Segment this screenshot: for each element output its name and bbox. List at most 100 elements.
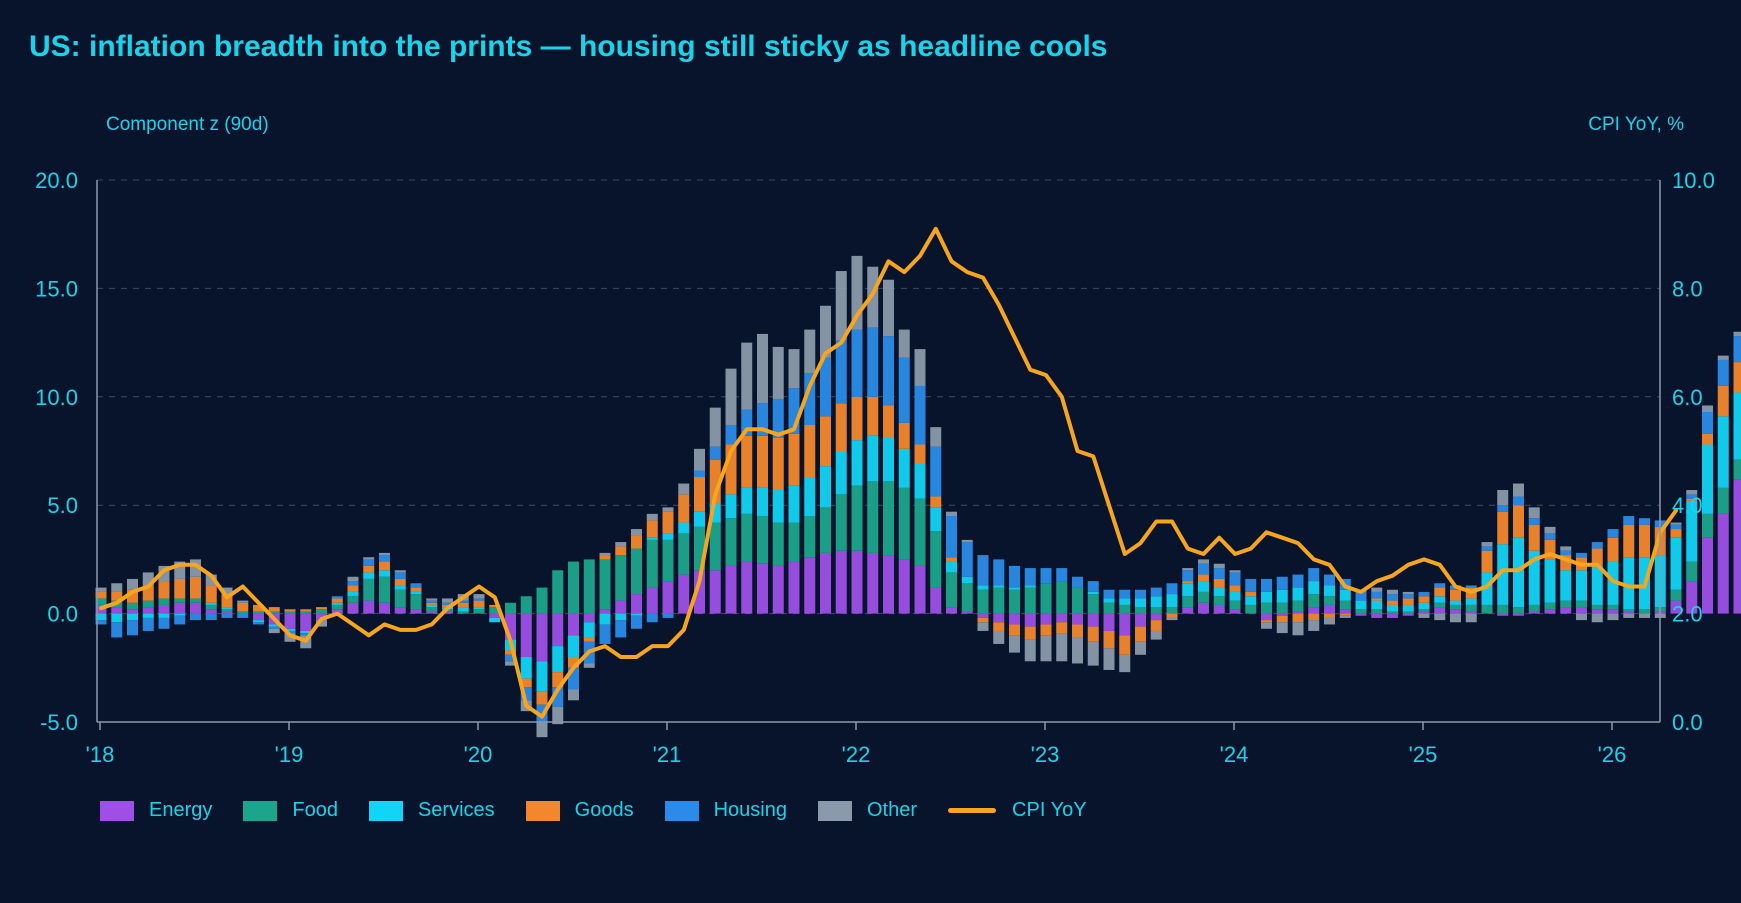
bar-segment-services bbox=[898, 448, 910, 488]
bar-segment-goods bbox=[1418, 596, 1430, 603]
bar-segment-other bbox=[1528, 507, 1540, 519]
bar-segment-energy bbox=[788, 561, 800, 614]
bar-segment-housing bbox=[205, 613, 217, 621]
bar-segment-food bbox=[1702, 513, 1713, 538]
bar-segment-housing bbox=[1387, 594, 1398, 601]
bar-segment-other bbox=[993, 630, 1005, 644]
bar-segment-goods bbox=[379, 561, 390, 571]
bar-segment-services bbox=[1623, 557, 1635, 610]
bar-segment-other bbox=[394, 570, 406, 573]
bar-segment-housing bbox=[1245, 578, 1257, 592]
bar-segment-food bbox=[1229, 600, 1241, 610]
bar-segment-services bbox=[1213, 587, 1225, 597]
bar-segment-energy bbox=[1056, 613, 1068, 623]
bar-segment-food bbox=[1056, 581, 1068, 614]
bar-segment-other bbox=[961, 539, 973, 543]
bar-segment-other bbox=[158, 565, 170, 582]
bar-segment-food bbox=[316, 609, 327, 614]
bar-segment-services bbox=[410, 591, 422, 595]
bar-segment-energy bbox=[394, 607, 406, 614]
bar-segment-other bbox=[473, 594, 485, 599]
bar-segment-goods bbox=[568, 656, 579, 668]
bar-segment-goods bbox=[867, 396, 879, 436]
bar-segment-services bbox=[1009, 587, 1020, 590]
bar-segment-goods bbox=[898, 422, 910, 449]
bar-segment-food bbox=[410, 594, 422, 610]
bar-segment-services bbox=[268, 624, 280, 627]
bar-segment-energy bbox=[631, 594, 642, 614]
bar-segment-services bbox=[1182, 583, 1194, 597]
bar-segment-housing bbox=[237, 613, 249, 618]
bar-segment-food bbox=[142, 600, 154, 608]
bar-segment-services bbox=[914, 464, 926, 499]
bar-segment-services bbox=[127, 613, 138, 621]
bar-segment-food bbox=[347, 596, 359, 603]
bar-segment-housing bbox=[568, 667, 579, 690]
bar-segment-housing bbox=[426, 600, 438, 603]
bar-segment-energy bbox=[851, 550, 863, 614]
bar-segment-goods bbox=[946, 557, 957, 562]
bar-segment-goods bbox=[1166, 613, 1178, 618]
bar-segment-goods bbox=[127, 589, 138, 603]
bar-segment-energy bbox=[410, 609, 422, 614]
bar-segment-energy bbox=[1576, 607, 1587, 614]
bar-segment-other bbox=[1056, 633, 1068, 662]
bar-segment-services bbox=[662, 533, 674, 540]
bar-segment-services bbox=[1513, 537, 1524, 608]
bar-segment-housing bbox=[1623, 516, 1635, 525]
bar-segment-services bbox=[1119, 598, 1131, 605]
bar-segment-other bbox=[568, 689, 579, 701]
bar-segment-goods bbox=[1040, 624, 1052, 636]
bar-segment-other bbox=[583, 663, 595, 668]
bar-segment-energy bbox=[1702, 537, 1713, 614]
bar-segment-food bbox=[1166, 607, 1178, 614]
bar-segment-goods bbox=[237, 602, 249, 612]
bar-segment-goods bbox=[284, 609, 296, 612]
bar-segment-goods bbox=[473, 600, 485, 608]
bar-segment-housing bbox=[961, 542, 973, 577]
bar-segment-goods bbox=[1733, 362, 1741, 393]
bar-segment-goods bbox=[1308, 613, 1320, 621]
legend-swatch-food bbox=[243, 800, 278, 821]
bar-segment-energy bbox=[1150, 613, 1162, 621]
legend-swatch-cpi-yoy bbox=[948, 808, 997, 813]
left-axis-label: Component z (90d) bbox=[106, 114, 269, 135]
bar-segment-housing bbox=[1166, 583, 1178, 595]
bar-segment-other bbox=[1182, 568, 1194, 571]
bar-segment-energy bbox=[977, 613, 989, 618]
bar-segment-goods bbox=[1481, 550, 1493, 573]
bar-segment-food bbox=[489, 607, 501, 614]
bar-segment-housing bbox=[1324, 574, 1335, 586]
bar-segment-goods bbox=[347, 585, 359, 592]
bar-segment-housing bbox=[394, 572, 406, 579]
bar-segment-services bbox=[1497, 544, 1509, 605]
bar-segment-energy bbox=[505, 613, 516, 640]
bar-segment-other bbox=[1276, 622, 1288, 634]
bar-segment-services bbox=[788, 485, 800, 523]
bar-segment-housing bbox=[1465, 585, 1477, 588]
bar-segment-energy bbox=[1591, 609, 1603, 614]
bar-segment-services bbox=[1686, 500, 1698, 562]
bar-segment-goods bbox=[1024, 626, 1036, 640]
bar-segment-energy bbox=[1009, 613, 1020, 625]
bar-segment-energy bbox=[914, 565, 926, 614]
bar-segment-housing bbox=[253, 622, 264, 625]
gridlines bbox=[97, 179, 1660, 723]
bar-segment-other bbox=[835, 271, 847, 341]
bar-segment-energy bbox=[1623, 611, 1635, 614]
y-tick-label: 10.0 bbox=[35, 385, 78, 410]
bar-segment-housing bbox=[1229, 572, 1241, 586]
bar-segment-goods bbox=[1213, 578, 1225, 588]
y-tick-label: 0.0 bbox=[47, 602, 78, 627]
bar-segment-other bbox=[442, 598, 453, 603]
bar-segment-services bbox=[300, 630, 312, 634]
bar-segment-food bbox=[127, 602, 138, 610]
x-tick-label: '19 bbox=[275, 742, 304, 767]
bar-segment-goods bbox=[426, 602, 438, 605]
bar-segment-food bbox=[1497, 604, 1509, 614]
bar-segment-services bbox=[568, 635, 579, 657]
bar-segment-housing bbox=[363, 559, 375, 566]
bar-segment-food bbox=[1528, 604, 1540, 612]
bar-segment-goods bbox=[1198, 574, 1209, 582]
bar-segment-goods bbox=[205, 585, 217, 603]
